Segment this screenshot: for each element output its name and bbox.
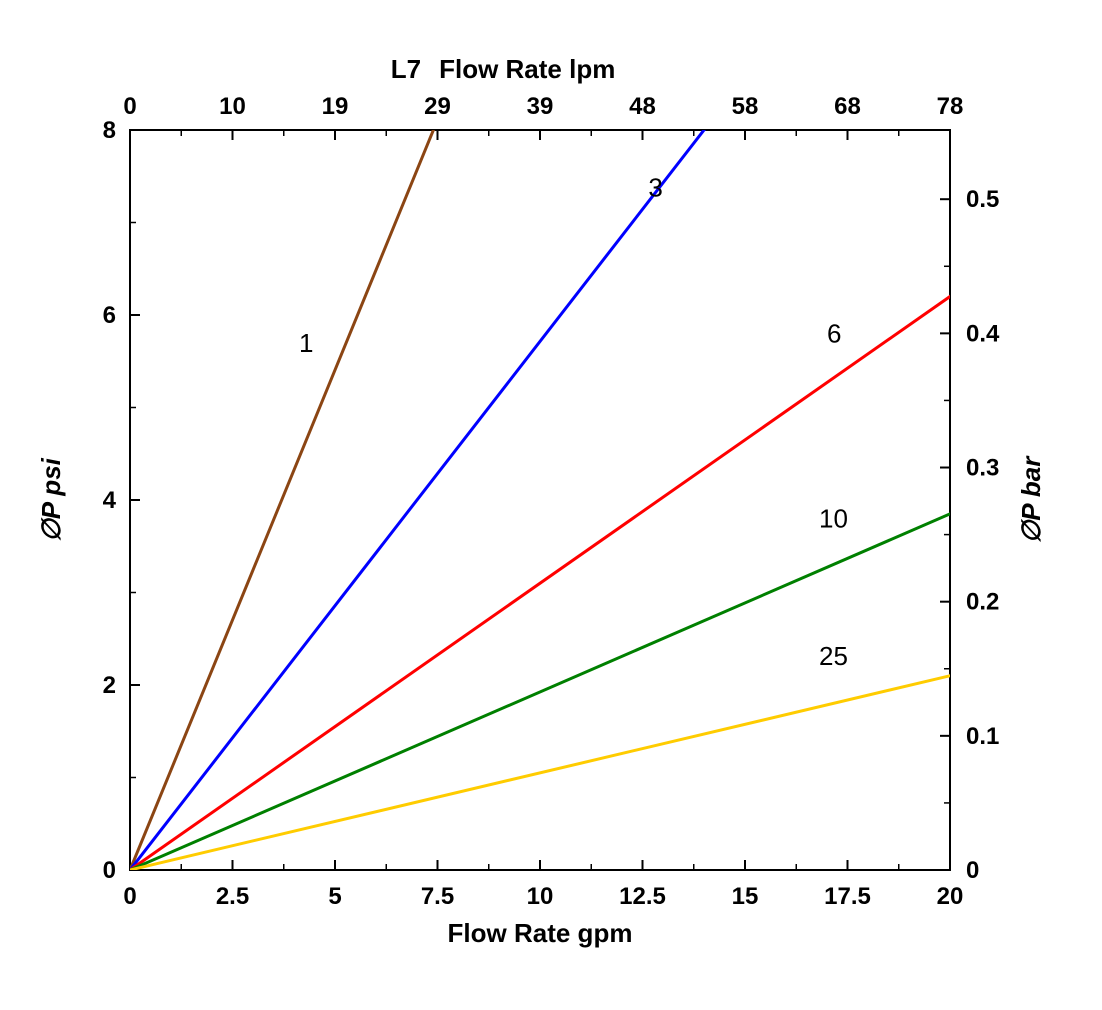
y-left-title: ∅P psi (36, 457, 66, 542)
x-bottom-tick-label: 2.5 (216, 883, 249, 910)
series-label-10: 10 (819, 503, 848, 533)
series-label-6: 6 (827, 319, 841, 349)
x-top-tick-label: 68 (834, 93, 861, 120)
y-right-tick-label: 0.2 (966, 589, 999, 616)
y-left-tick-label: 8 (103, 117, 116, 144)
x-bottom-tick-label: 10 (527, 883, 554, 910)
x-top-title: Flow Rate lpm (439, 54, 615, 84)
y-right-tick-label: 0.3 (966, 455, 999, 482)
x-top-tick-label: 10 (219, 93, 246, 120)
y-right-tick-label: 0 (966, 857, 979, 884)
x-bottom-tick-label: 15 (732, 883, 759, 910)
x-bottom-title: Flow Rate gpm (448, 918, 633, 948)
y-right-tick-label: 0.1 (966, 723, 999, 750)
pressure-flow-chart: 02.557.51012.51517.520Flow Rate gpm01019… (0, 0, 1102, 1010)
x-top-tick-label: 0 (123, 93, 136, 120)
y-left-tick-label: 6 (103, 302, 116, 329)
x-bottom-tick-label: 20 (937, 883, 964, 910)
x-top-tick-label: 58 (732, 93, 759, 120)
series-label-3: 3 (648, 173, 662, 203)
y-right-tick-label: 0.5 (966, 186, 999, 213)
x-bottom-tick-label: 0 (123, 883, 136, 910)
y-left-tick-label: 0 (103, 857, 116, 884)
series-label-25: 25 (819, 641, 848, 671)
x-bottom-tick-label: 17.5 (824, 883, 871, 910)
y-right-title: ∅P bar (1016, 455, 1046, 544)
x-bottom-tick-label: 5 (328, 883, 341, 910)
x-bottom-tick-label: 7.5 (421, 883, 454, 910)
x-top-tick-label: 19 (322, 93, 349, 120)
x-top-tick-label: 39 (527, 93, 554, 120)
x-top-tick-label: 29 (424, 93, 451, 120)
series-label-1: 1 (299, 328, 313, 358)
x-top-tick-label: 48 (629, 93, 656, 120)
y-left-tick-label: 2 (103, 672, 116, 699)
x-top-tick-label: 78 (937, 93, 964, 120)
x-top-title-prefix: L7 (391, 54, 421, 84)
y-left-tick-label: 4 (103, 487, 117, 514)
y-right-tick-label: 0.4 (966, 320, 1000, 347)
chart-bg (0, 0, 1102, 1010)
x-bottom-tick-label: 12.5 (619, 883, 666, 910)
